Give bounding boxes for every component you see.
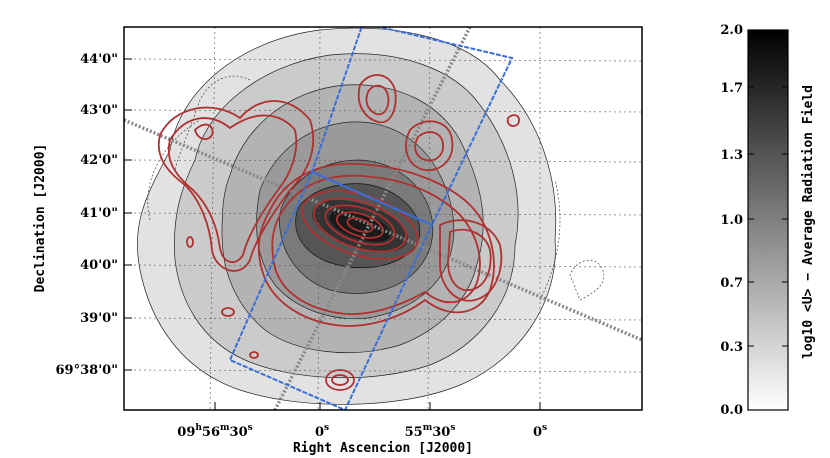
- radiation-field-image: [124, 27, 642, 410]
- colorbar-tick-6: 0.0: [720, 403, 743, 418]
- y-tick-label-3: 41'0": [80, 206, 118, 221]
- slit-boxes: [228, 27, 514, 410]
- colorbar-tick-3: 1.0: [720, 213, 743, 228]
- colorbar-label: log10 <U> − Average Radiation Field: [801, 85, 816, 359]
- y-tick-label-1: 43'0": [80, 103, 118, 118]
- y-axis-label: Declination [J2000]: [33, 144, 48, 293]
- tick-marks: [124, 58, 541, 410]
- colorbar-tick-1: 1.7: [720, 81, 743, 96]
- x-tick-label-0: 09h56m30s: [177, 423, 252, 440]
- x-tick-label-2: 55m30s: [405, 423, 456, 440]
- y-tick-label-0: 44'0": [80, 52, 118, 67]
- y-tick-label-5: 39'0": [80, 311, 118, 326]
- y-tick-label-4: 40'0": [80, 258, 118, 273]
- x-tick-label-3: 0s: [533, 423, 547, 440]
- red-contours: [157, 74, 520, 391]
- y-tick-label-6: 69°38'0": [56, 363, 118, 378]
- x-axis-label: Right Ascencion [J2000]: [293, 441, 473, 456]
- y-tick-label-2: 42'0": [80, 153, 118, 168]
- x-tick-label-1: 0s: [315, 423, 329, 440]
- colorbar-tick-4: 0.7: [720, 276, 743, 291]
- plot-frame: [123, 26, 643, 411]
- colorbar-tick-2: 1.3: [720, 148, 743, 163]
- colorbar-tick-5: 0.3: [720, 340, 743, 355]
- colorbar-tick-0: 2.0: [720, 23, 743, 38]
- colorbar-ticks: [748, 86, 788, 347]
- colorbar: [747, 29, 789, 411]
